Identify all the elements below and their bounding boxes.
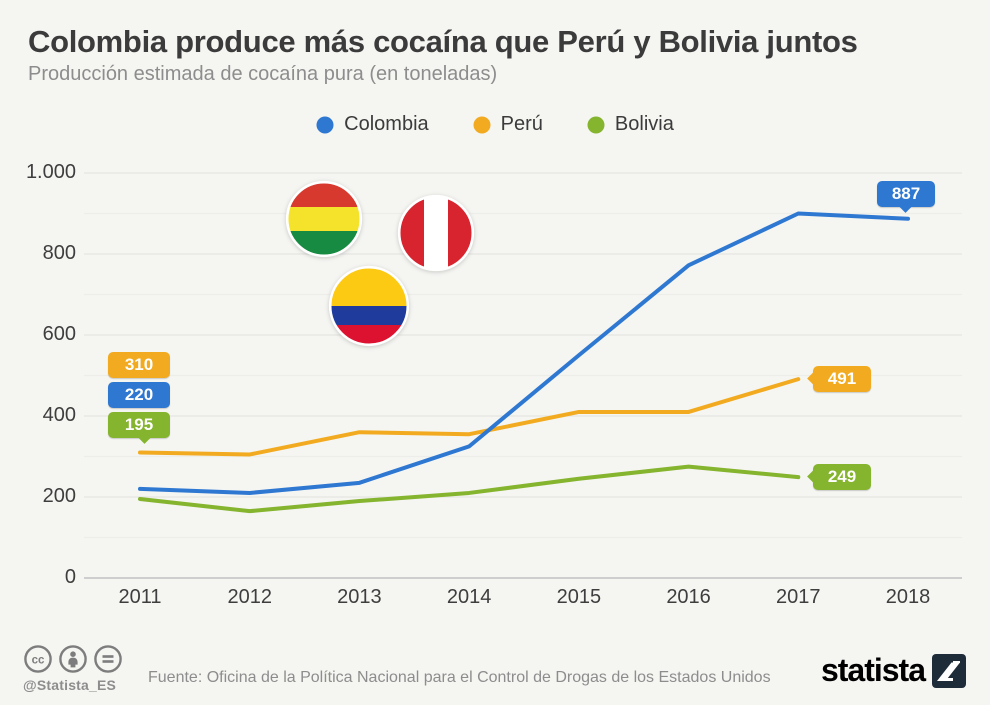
x-axis-tick-label: 2012 [227,586,272,608]
x-axis-tick-label: 2016 [666,586,711,608]
source-credit: Fuente: Oficina de la Política Nacional … [148,669,771,686]
legend-dot-peru-icon [473,116,491,133]
legend-item-bolivia: Bolivia [587,113,674,136]
x-axis-tick-label: 2015 [556,586,602,608]
svg-text:cc: cc [32,655,45,667]
value-label-text: 249 [827,467,857,486]
series-line-per [138,377,801,457]
x-axis-tick-label: 2014 [446,586,492,608]
value-label-colombia-2011: 220 [108,382,170,408]
legend-label-peru: Perú [500,113,543,135]
statista-logo-mark-icon [932,653,966,688]
chart-subtitle: Producción estimada de cocaína pura (en … [28,63,498,85]
value-label-bolivia-2011: 195 [108,412,170,444]
y-axis-tick-label: 200 [42,485,76,507]
legend-item-colombia: Colombia [316,113,429,136]
bolivia-flag-icon [285,180,363,258]
legend-dot-bolivia-icon [587,116,605,133]
x-axis-tick-label: 2011 [118,586,162,608]
value-label-bolivia-2017: 249 [807,464,871,490]
statista-logo-text: statista [820,652,926,688]
series-line-bolivia [138,464,801,514]
value-label-text: 491 [827,369,857,388]
value-label-text: 310 [124,355,154,374]
legend-item-peru: Perú [473,113,543,136]
legend-label-colombia: Colombia [344,113,429,135]
twitter-handle[interactable]: @Statista_ES [23,677,117,693]
legend-dot-colombia-icon [316,116,334,133]
x-axis-tick-label: 2018 [885,586,931,608]
statista-logo[interactable]: statista [821,652,966,689]
y-axis-tick-label: 400 [42,404,76,426]
value-label-text: 887 [891,184,921,203]
value-label-colombia-2018: 887 [877,181,935,213]
y-axis-tick-label: 800 [42,242,76,264]
x-axis-tick-label: 2013 [337,586,382,608]
value-label-text: 195 [124,415,154,434]
y-axis-tick-label: 600 [42,323,76,345]
chart-title: Colombia produce más cocaína que Perú y … [28,24,858,59]
attribution-person-icon [59,645,87,673]
series-line-colombia [138,211,910,495]
no-derivatives-icon [94,645,122,673]
y-axis-tick-label: 0 [64,566,76,588]
value-label-peru-2017: 491 [807,366,871,392]
legend: Colombia Perú Bolivia [0,113,990,136]
value-label-text: 220 [124,385,154,404]
colombia-flag-icon [328,265,410,347]
peru-flag-icon [397,194,475,272]
legend-label-bolivia: Bolivia [614,113,674,135]
x-axis-tick-label: 2017 [776,586,821,608]
y-axis-tick-label: 1.000 [25,161,76,183]
cc-icon: cc [24,645,52,673]
cc-license-icons[interactable]: cc [23,644,123,674]
value-label-peru-2011: 310 [108,352,170,378]
